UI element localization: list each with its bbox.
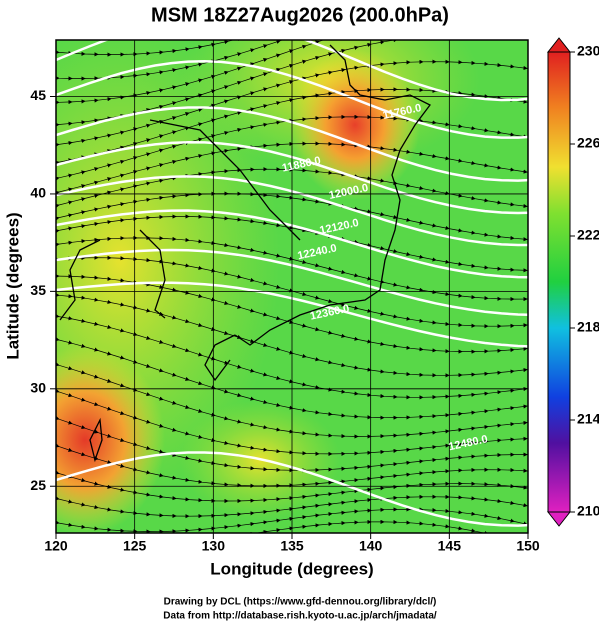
- contour: [56, 106, 528, 182]
- grid: [55, 40, 529, 533]
- contour: [56, 59, 528, 139]
- contours: [56, 40, 528, 527]
- y-tick-label: 25: [30, 477, 46, 493]
- field: [56, 40, 528, 533]
- footer: Drawing by DCL (https://www.gfd-dennou.o…: [164, 597, 437, 608]
- coastline: [59, 44, 431, 463]
- colorbar-tick-label: 218: [577, 319, 599, 335]
- colorbar-tick-label: 230: [577, 43, 599, 59]
- y-axis-label: Latitude (degrees): [3, 212, 22, 359]
- colorbar-tick-label: 214: [577, 411, 599, 427]
- title: MSM 18Z27Aug2026 (200.0hPa): [151, 4, 449, 26]
- y-tick-label: 40: [30, 185, 46, 201]
- y-tick-label: 30: [30, 380, 46, 396]
- x-tick-label: 150: [516, 538, 540, 554]
- colorbar-tick-label: 210: [577, 503, 599, 519]
- contour: [56, 248, 528, 317]
- contour: [56, 141, 528, 215]
- colorbar-end: [546, 511, 572, 527]
- colorbar: [546, 37, 572, 527]
- colorbar-scale: [547, 51, 571, 513]
- y-tick-label: 45: [30, 87, 46, 103]
- colorbar-tick-label: 222: [577, 227, 599, 243]
- streamline: [56, 519, 528, 533]
- streamlines: [56, 40, 528, 533]
- contour: [56, 451, 528, 527]
- x-axis-label: Longitude (degrees): [210, 559, 373, 578]
- x-tick-label: 120: [44, 538, 68, 554]
- colorbar-tick-label: 226: [577, 135, 599, 151]
- footer: Data from http://database.rish.kyoto-u.a…: [163, 611, 437, 622]
- contour: [56, 209, 528, 279]
- contour: [56, 40, 528, 102]
- y-tick-label: 35: [30, 282, 46, 298]
- x-tick-label: 145: [438, 538, 462, 554]
- contour: [56, 175, 528, 247]
- x-tick-label: 130: [202, 538, 226, 554]
- x-tick-label: 125: [123, 538, 147, 554]
- x-tick-label: 140: [359, 538, 383, 554]
- x-tick-label: 135: [280, 538, 304, 554]
- contour: [56, 281, 528, 348]
- colorbar-end: [546, 37, 572, 53]
